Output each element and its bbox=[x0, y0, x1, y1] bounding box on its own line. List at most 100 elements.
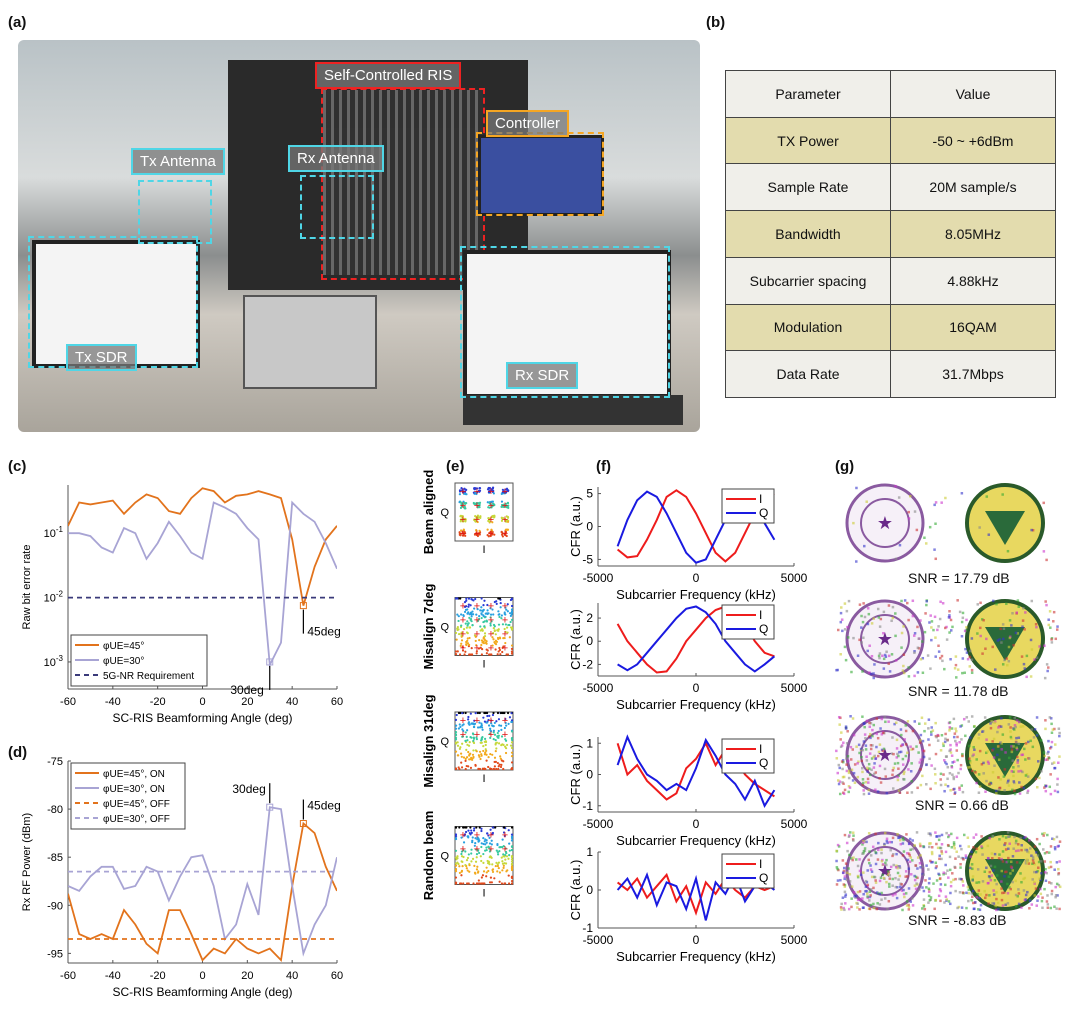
iq-point bbox=[461, 503, 464, 506]
seal-ring bbox=[860, 614, 910, 664]
noise-pixel bbox=[860, 759, 864, 763]
noise-pixel bbox=[1020, 785, 1023, 789]
noise-pixel bbox=[939, 883, 943, 886]
iq-point bbox=[510, 737, 514, 740]
ideal-symbol-marker: + bbox=[460, 486, 466, 498]
noise-pixel bbox=[887, 899, 891, 903]
noise-pixel bbox=[953, 791, 957, 794]
noise-pixel bbox=[1053, 846, 1057, 849]
noise-pixel bbox=[867, 612, 871, 616]
noise-pixel bbox=[851, 717, 855, 720]
iq-point bbox=[484, 748, 487, 751]
noise-pixel bbox=[913, 632, 917, 635]
noise-pixel bbox=[975, 895, 978, 899]
noise-pixel bbox=[946, 869, 949, 872]
noise-pixel bbox=[1007, 835, 1010, 839]
iq-point bbox=[464, 757, 467, 760]
noise-pixel bbox=[1017, 902, 1021, 906]
noise-pixel bbox=[1025, 861, 1029, 864]
noise-pixel bbox=[1034, 623, 1038, 626]
noise-pixel bbox=[955, 729, 958, 733]
noise-pixel bbox=[881, 863, 885, 866]
iq-point bbox=[468, 832, 471, 835]
noise-pixel bbox=[1013, 728, 1016, 731]
noise-pixel bbox=[957, 771, 960, 775]
noise-pixel bbox=[870, 768, 873, 772]
noise-pixel bbox=[869, 721, 873, 725]
iq-point bbox=[497, 597, 500, 600]
iq-point bbox=[463, 833, 467, 836]
noise-pixel bbox=[841, 781, 844, 784]
iq-point bbox=[500, 500, 504, 503]
noise-pixel bbox=[947, 900, 951, 903]
noise-pixel bbox=[875, 745, 878, 749]
iq-point bbox=[482, 745, 485, 748]
noise-pixel bbox=[1007, 875, 1011, 878]
noise-pixel bbox=[996, 753, 999, 757]
noise-pixel bbox=[1022, 877, 1025, 881]
iq-point bbox=[481, 874, 485, 877]
noise-pixel bbox=[973, 748, 976, 751]
noise-pixel bbox=[927, 832, 931, 835]
y-axis-label: CFR (a.u.) bbox=[568, 744, 583, 805]
noise-pixel bbox=[1047, 851, 1051, 854]
noise-pixel bbox=[905, 833, 908, 836]
noise-pixel bbox=[1043, 860, 1047, 863]
iq-point bbox=[489, 616, 492, 619]
noise-pixel bbox=[1056, 625, 1059, 628]
iq-point bbox=[496, 870, 499, 873]
noise-pixel bbox=[904, 743, 908, 746]
noise-pixel bbox=[940, 852, 944, 855]
noise-pixel bbox=[1012, 780, 1016, 783]
noise-pixel bbox=[979, 893, 982, 896]
noise-pixel bbox=[911, 747, 915, 751]
noise-pixel bbox=[1012, 847, 1015, 850]
header-cell: Value bbox=[890, 70, 1056, 118]
noise-pixel bbox=[948, 614, 951, 617]
noise-pixel bbox=[1034, 851, 1038, 854]
noise-pixel bbox=[1005, 657, 1008, 660]
iq-point bbox=[466, 856, 470, 860]
legend-label: Q bbox=[759, 756, 768, 770]
noise-pixel bbox=[948, 729, 951, 732]
iq-point bbox=[473, 487, 476, 490]
noise-pixel bbox=[890, 840, 894, 844]
noise-pixel bbox=[1024, 898, 1028, 901]
ideal-symbol-marker: + bbox=[488, 601, 494, 613]
noise-pixel bbox=[987, 875, 991, 878]
iq-point bbox=[509, 598, 513, 602]
noise-pixel bbox=[1024, 742, 1028, 745]
noise-pixel bbox=[1056, 790, 1060, 794]
noise-pixel bbox=[866, 607, 870, 610]
iq-point bbox=[491, 863, 494, 866]
noise-pixel bbox=[938, 854, 941, 858]
noise-pixel bbox=[929, 833, 932, 837]
noise-pixel bbox=[905, 904, 909, 907]
series-line-1 bbox=[68, 500, 337, 669]
noise-pixel bbox=[996, 745, 1000, 748]
iq-point bbox=[458, 653, 462, 656]
noise-pixel bbox=[1054, 894, 1058, 897]
testbed-photo: Self-Controlled RIS Tx Antenna Rx Antenn… bbox=[18, 40, 700, 432]
noise-pixel bbox=[954, 727, 957, 730]
iq-point bbox=[460, 766, 464, 769]
noise-pixel bbox=[876, 607, 880, 611]
iq-point bbox=[470, 615, 473, 618]
noise-pixel bbox=[1013, 716, 1017, 720]
legend-label: Q bbox=[759, 871, 768, 885]
noise-pixel bbox=[894, 612, 897, 615]
noise-pixel bbox=[927, 887, 931, 891]
iq-point bbox=[476, 514, 480, 517]
noise-pixel bbox=[836, 879, 840, 882]
y-tick-label: -90 bbox=[47, 900, 63, 912]
iq-point bbox=[464, 507, 467, 510]
iq-point bbox=[455, 858, 458, 861]
noise-pixel bbox=[979, 601, 982, 605]
noise-pixel bbox=[1011, 788, 1014, 792]
iq-point bbox=[480, 653, 483, 656]
noise-pixel bbox=[993, 721, 996, 725]
noise-pixel bbox=[892, 863, 895, 867]
noise-pixel bbox=[894, 634, 897, 638]
noise-pixel bbox=[856, 775, 860, 779]
iq-point bbox=[498, 763, 501, 766]
